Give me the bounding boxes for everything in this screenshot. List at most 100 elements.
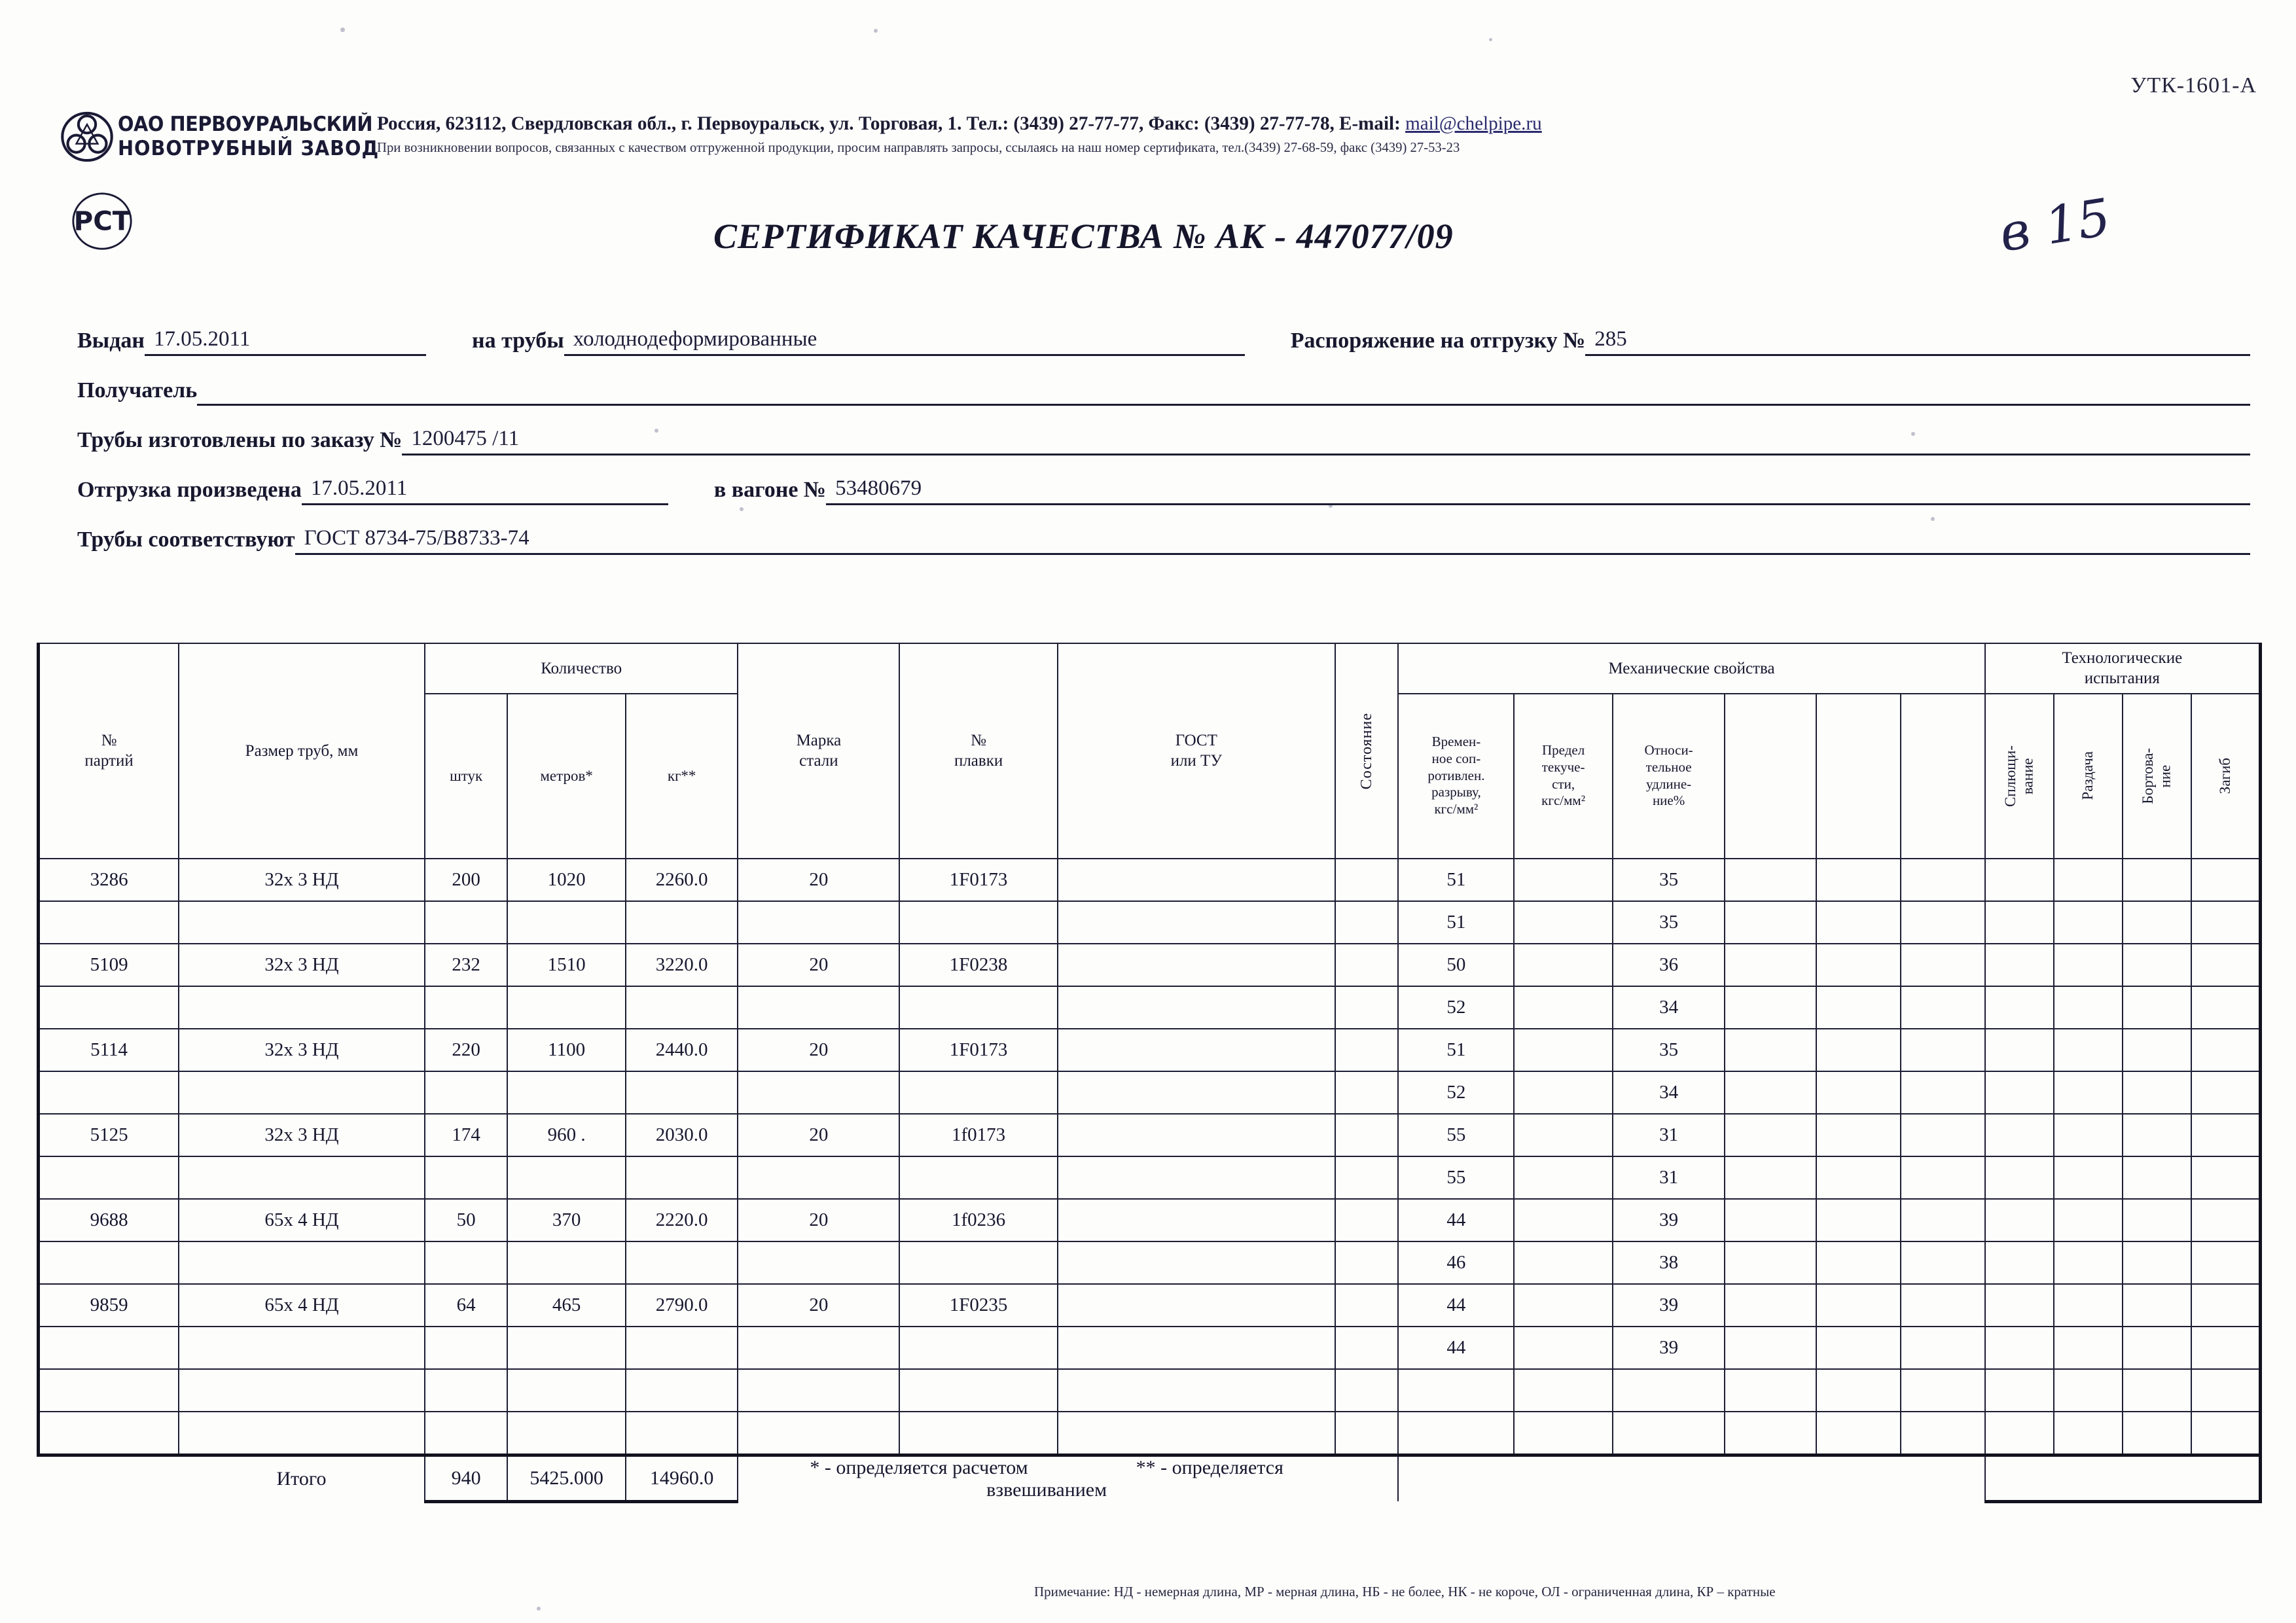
cell-batch-no (37, 985, 180, 1029)
cell-flattening (1984, 1283, 2054, 1327)
cell-melt-no: 1F0238 (899, 942, 1058, 987)
th-meters: метров* (507, 692, 626, 859)
cell-steel-grade: 20 (737, 1198, 901, 1242)
cell-meters (507, 1240, 626, 1285)
pipe-data-table: № партий Размер труб, мм Количество Марка… (37, 643, 2263, 1503)
cell-pipe-size (178, 1070, 425, 1115)
cell-condition (1334, 1325, 1399, 1370)
th-gost: ГОСТ или ТУ (1056, 643, 1336, 859)
cell-melt-no (899, 1410, 1058, 1455)
cell-steel-grade (737, 1325, 901, 1370)
scan-speck (340, 27, 345, 32)
totals-kg: 14960.0 (624, 1453, 739, 1503)
cell-yield (1513, 1283, 1613, 1327)
shipment-date-field[interactable]: 17.05.2011 (301, 476, 668, 505)
cell-steel-grade: 20 (737, 942, 901, 987)
cell-elongation: 35 (1611, 1027, 1726, 1072)
cell-meters (507, 1155, 626, 1200)
scan-speck (1489, 38, 1492, 41)
company-logo-line1: ОАО ПЕРВОУРАЛЬСКИЙ (118, 113, 373, 137)
cell-mech-blank-1 (1724, 1240, 1817, 1285)
cell-meters: 1100 (507, 1027, 626, 1072)
th-quantity-group: Количество (423, 643, 739, 694)
cell-bend (2191, 1240, 2263, 1285)
cell-expansion (2053, 1113, 2123, 1157)
cell-mech-blank-1 (1724, 942, 1817, 987)
cell-mech-blank-1 (1724, 985, 1817, 1029)
shipment-order-field[interactable]: 285 (1585, 327, 2250, 356)
cell-batch-no: 5109 (37, 942, 180, 987)
cell-kg (624, 1410, 739, 1455)
company-email-link[interactable]: mail@chelpipe.ru (1405, 113, 1542, 134)
cell-bend (2191, 1325, 2263, 1370)
th-gost-l2: или ТУ (1170, 752, 1223, 770)
cell-mech-blank-1 (1724, 857, 1817, 902)
cell-flanging (2121, 1070, 2193, 1115)
scan-speck (1329, 504, 1333, 508)
cell-yield (1513, 857, 1613, 902)
th-mech-blank-2 (1815, 692, 1901, 859)
cell-mech-blank-2 (1815, 900, 1901, 944)
cell-melt-no (899, 1155, 1058, 1200)
table-row: 5125 32х 3 НД 174 960 . 2030.0 20 1f0173 55 31 (37, 1113, 2263, 1157)
cell-flattening (1984, 1155, 2054, 1200)
cell-tensile: 44 (1397, 1283, 1515, 1327)
totals-note-calc: * - определяется расчетом ** - определяе… (737, 1453, 1335, 1501)
form-row-order: Трубы изготовлены по заказу № 1200475 /1… (77, 406, 2250, 455)
pntz-logo-icon (61, 111, 113, 162)
page-title: СЕРТИФИКАТ КАЧЕСТВА № АК - 447077/09 (713, 217, 1454, 256)
cell-condition (1334, 985, 1399, 1029)
form-row-standard: Трубы соответствуют ГОСТ 8734-75/В8733-7… (77, 505, 2250, 555)
cell-flattening (1984, 1070, 2054, 1115)
cell-melt-no: 1f0236 (899, 1198, 1058, 1242)
issued-date-field[interactable]: 17.05.2011 (145, 327, 427, 356)
cell-mech-blank-3 (1899, 1240, 1986, 1285)
form-code: УТК-1601-А (2130, 73, 2257, 98)
cell-flattening (1984, 942, 2054, 987)
cell-meters (507, 1070, 626, 1115)
cell-gost (1056, 942, 1336, 987)
manufactured-order-field[interactable]: 1200475 /11 (402, 427, 2250, 455)
totals-empty-3 (1397, 1453, 1725, 1501)
cell-pipe-size: 32х 3 НД (178, 1113, 425, 1157)
cell-elongation (1611, 1368, 1726, 1412)
cell-condition (1334, 1368, 1399, 1412)
cell-pieces (423, 1240, 509, 1285)
cell-flanging (2121, 1410, 2193, 1455)
cell-mech-blank-1 (1724, 1325, 1817, 1370)
cell-flattening (1984, 985, 2054, 1029)
cell-pieces: 220 (423, 1027, 509, 1072)
th-tensile-strength: Времен- ное соп- ротивлен. разрыву, кгс/… (1397, 692, 1515, 859)
th-mech-blank-1 (1724, 692, 1817, 859)
cell-kg (624, 985, 739, 1029)
table-row: 9688 65х 4 НД 50 370 2220.0 20 1f0236 44 39 (37, 1198, 2263, 1242)
scan-speck (1911, 432, 1915, 436)
company-quality-note: При возникновении вопросов, связанных с … (377, 139, 1460, 155)
th-gost-l1: ГОСТ (1175, 732, 1217, 749)
cell-mech-blank-3 (1899, 1198, 1986, 1242)
cell-flanging (2121, 942, 2193, 987)
company-address-line: Россия, 623112, Свердловская обл., г. Пе… (377, 113, 2200, 135)
cell-mech-blank-1 (1724, 1283, 1817, 1327)
cell-elongation: 35 (1611, 900, 1726, 944)
wagon-number-field[interactable]: 53480679 (826, 476, 2250, 505)
cell-condition (1334, 1155, 1399, 1200)
cell-mech-blank-1 (1724, 900, 1817, 944)
cell-mech-blank-3 (1899, 1368, 1986, 1412)
cell-pipe-size (178, 1155, 425, 1200)
cell-pieces: 200 (423, 857, 509, 902)
cell-flattening (1984, 1325, 2054, 1370)
cell-mech-blank-2 (1815, 1027, 1901, 1072)
cell-steel-grade: 20 (737, 857, 901, 902)
recipient-field[interactable] (197, 380, 2250, 406)
standard-field[interactable]: ГОСТ 8734-75/В8733-74 (295, 526, 2250, 555)
pipes-type-field[interactable]: холоднодеформированные (564, 327, 1245, 356)
totals-label: Итого (179, 1453, 425, 1501)
cell-batch-no (37, 1240, 180, 1285)
table-row (37, 1368, 2263, 1412)
th-batch-no-l1: № (101, 732, 117, 749)
cell-elongation (1611, 1410, 1726, 1455)
cell-elongation: 39 (1611, 1283, 1726, 1327)
table-footnote: Примечание: НД - немерная длина, МР - ме… (1034, 1584, 1776, 1599)
cell-tensile: 44 (1397, 1198, 1515, 1242)
